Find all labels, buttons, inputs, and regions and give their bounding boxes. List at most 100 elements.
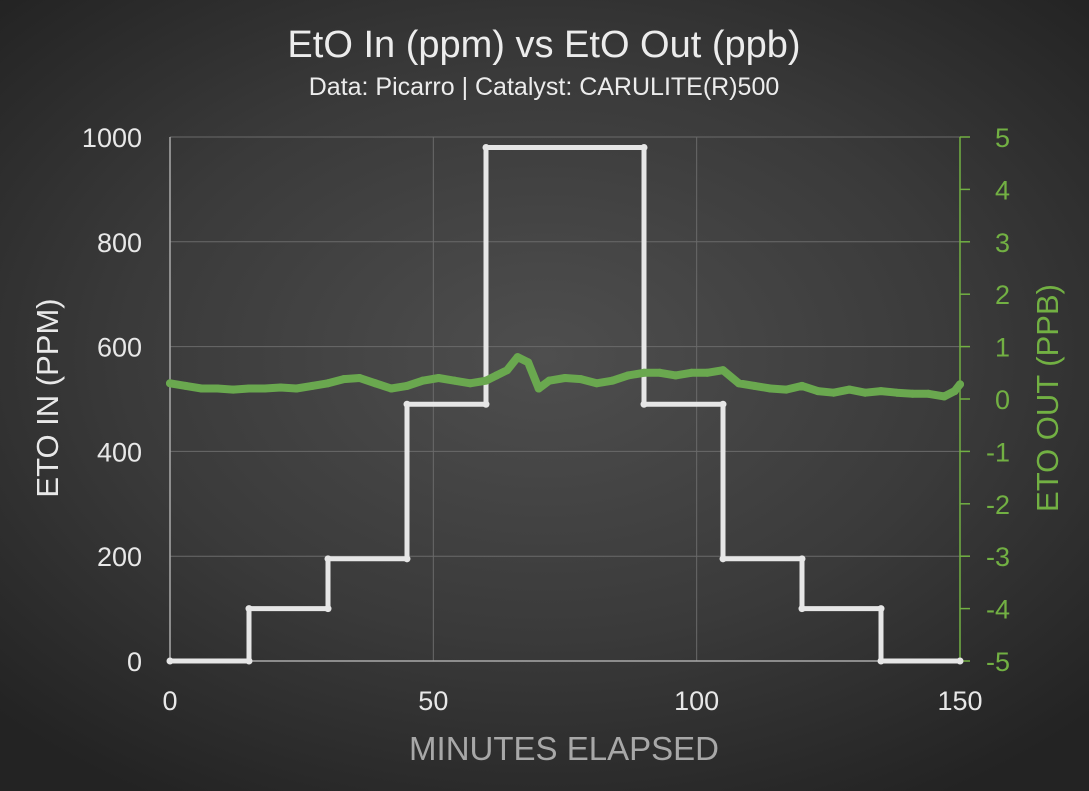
data-point-eto-in xyxy=(166,657,174,665)
y-tick-label-right: 5 xyxy=(995,123,1010,153)
data-point-eto-out xyxy=(892,388,901,397)
data-point-eto-in xyxy=(719,400,727,408)
data-point-eto-out xyxy=(260,384,269,393)
data-point-eto-out xyxy=(608,376,617,385)
data-point-eto-out xyxy=(734,379,743,388)
x-tick-label: 50 xyxy=(418,686,448,716)
y-tick-label-right: -4 xyxy=(986,595,1010,625)
y-tick-label-right: 2 xyxy=(995,280,1010,310)
data-point-eto-out xyxy=(766,384,775,393)
y-tick-label-right: 1 xyxy=(995,333,1010,363)
data-point-eto-out xyxy=(292,384,301,393)
data-point-eto-out xyxy=(371,379,380,388)
data-point-eto-out xyxy=(450,376,459,385)
data-point-eto-out xyxy=(956,380,964,389)
data-point-eto-out xyxy=(671,371,680,380)
data-point-eto-out xyxy=(466,379,475,388)
data-point-eto-out xyxy=(482,376,490,385)
data-point-eto-in xyxy=(324,605,332,613)
data-point-eto-out xyxy=(387,384,396,393)
data-point-eto-out xyxy=(950,387,959,396)
chart-title: EtO In (ppm) vs EtO Out (ppb) xyxy=(287,24,800,66)
data-point-eto-out xyxy=(524,358,533,367)
data-point-eto-out xyxy=(703,368,712,377)
data-point-eto-out xyxy=(576,375,585,384)
y-tick-label-right: -2 xyxy=(986,490,1010,520)
data-point-eto-out xyxy=(655,368,664,377)
x-tick-label: 0 xyxy=(162,686,177,716)
data-point-eto-out xyxy=(181,381,190,390)
data-point-eto-out xyxy=(877,387,885,396)
y-tick-label-right: -5 xyxy=(986,647,1010,677)
data-point-eto-out xyxy=(719,366,727,375)
y-tick-label-left: 400 xyxy=(97,437,142,467)
data-point-eto-out xyxy=(592,379,601,388)
x-tick-label: 100 xyxy=(674,686,719,716)
data-point-eto-out xyxy=(403,381,411,390)
data-point-eto-out xyxy=(782,385,791,394)
data-point-eto-in xyxy=(403,555,411,563)
data-point-eto-in xyxy=(956,657,964,665)
data-point-eto-in xyxy=(798,605,806,613)
data-point-eto-out xyxy=(492,371,501,380)
data-point-eto-out xyxy=(845,385,854,394)
data-point-eto-out xyxy=(166,379,174,388)
text-layer: EtO In (ppm) vs EtO Out (ppb) Data: Pica… xyxy=(30,24,1065,767)
data-point-eto-out xyxy=(624,371,633,380)
y-tick-label-right: 3 xyxy=(995,228,1010,258)
data-point-eto-in xyxy=(245,605,253,613)
data-point-eto-in xyxy=(403,400,411,408)
data-point-eto-out xyxy=(324,379,332,388)
y-tick-label-left: 600 xyxy=(97,333,142,363)
data-point-eto-out xyxy=(687,368,696,377)
data-point-eto-in xyxy=(640,400,648,408)
data-point-eto-in xyxy=(324,555,332,563)
data-point-eto-in xyxy=(798,555,806,563)
x-axis-label: MINUTES ELAPSED xyxy=(409,730,719,767)
data-point-eto-in xyxy=(482,143,490,151)
data-point-eto-in xyxy=(482,400,490,408)
data-point-eto-out xyxy=(213,384,222,393)
chart-subtitle: Data: Picarro | Catalyst: CARULITE(R)500 xyxy=(309,73,780,101)
y-tick-label-right: -1 xyxy=(986,437,1010,467)
y-tick-label-left: 800 xyxy=(97,228,142,258)
data-point-eto-out xyxy=(339,375,348,384)
data-point-eto-in xyxy=(245,657,253,665)
axes: 0 50 100 150 0 200 400 600 800 1000 -5 -4 -3 -2 -1 0 1 2 3… xyxy=(82,123,1010,716)
data-point-eto-out xyxy=(640,368,648,377)
data-point-eto-out xyxy=(813,387,822,396)
y-tick-label-left: 0 xyxy=(127,647,142,677)
data-point-eto-out xyxy=(355,374,364,383)
data-point-eto-out xyxy=(229,385,238,394)
data-point-eto-out xyxy=(940,392,949,401)
data-point-eto-out xyxy=(418,376,427,385)
y-tick-label-right: -3 xyxy=(986,542,1010,572)
x-tick-label: 150 xyxy=(937,686,982,716)
data-point-eto-in xyxy=(719,555,727,563)
data-point-eto-out xyxy=(503,366,512,375)
data-point-eto-in xyxy=(877,605,885,613)
data-point-eto-out xyxy=(513,353,522,362)
data-point-eto-out xyxy=(308,381,317,390)
series-layer xyxy=(166,143,964,665)
data-point-eto-out xyxy=(561,374,569,383)
data-point-eto-out xyxy=(829,388,838,397)
y-tick-label-left: 200 xyxy=(97,542,142,572)
data-point-eto-out xyxy=(434,374,443,383)
data-point-eto-in xyxy=(877,657,885,665)
y-axis-label-left: ETO IN (PPM) xyxy=(30,298,65,497)
data-point-eto-out xyxy=(798,381,806,390)
data-point-eto-out xyxy=(197,384,206,393)
y-tick-label-left: 1000 xyxy=(82,123,142,153)
data-point-eto-out xyxy=(534,384,543,393)
data-point-eto-out xyxy=(908,389,917,398)
data-point-eto-out xyxy=(245,384,253,393)
grid xyxy=(170,136,961,661)
y-axis-label-right: ETO OUT (PPB) xyxy=(1030,284,1065,512)
data-point-eto-out xyxy=(545,376,554,385)
data-point-eto-out xyxy=(861,388,870,397)
data-point-eto-out xyxy=(276,383,285,392)
data-point-eto-in xyxy=(640,143,648,151)
